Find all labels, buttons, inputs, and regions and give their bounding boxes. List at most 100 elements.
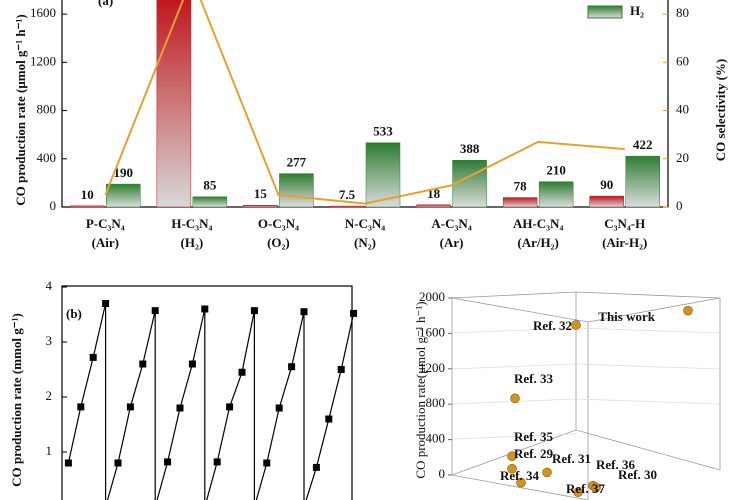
z-tick-label: 1200 (419, 360, 445, 375)
z-tick-label: 1600 (419, 324, 445, 339)
point (300, 308, 308, 316)
point (139, 360, 147, 368)
point (571, 320, 581, 330)
y-tick-label: 4 (46, 278, 53, 293)
value-label: 210 (546, 163, 566, 178)
point (683, 305, 693, 316)
x-tick-label: A-C₃N₄ (431, 216, 471, 231)
y2-tick-label: 0 (676, 198, 683, 213)
panel-label: (a) (98, 0, 113, 8)
point-label: Ref. 34 (500, 468, 539, 483)
x-tick-label: AH-C₃N₄ (513, 216, 564, 231)
point (510, 393, 520, 404)
point (573, 487, 583, 498)
z-tick-label: 400 (426, 431, 446, 446)
point-label: Ref. 35 (514, 429, 553, 444)
point-label: Ref. 29 (514, 446, 553, 461)
value-label: 10 (81, 187, 94, 202)
x-tick-label: H-C₃N₄ (171, 216, 212, 231)
bar (589, 195, 624, 208)
point (275, 404, 283, 412)
plot-frame (61, 285, 353, 500)
point (325, 415, 333, 423)
x-tick-sublabel: (H₂) (181, 235, 204, 250)
point (164, 458, 172, 466)
x-tick-sublabel: (Ar/H₂) (517, 235, 558, 250)
bar (365, 142, 401, 208)
value-label: 15 (254, 186, 268, 201)
point (126, 403, 134, 411)
x-tick-label: P-C₃N₄ (86, 216, 125, 231)
y2-axis-title: CO selectivity (%) (713, 59, 728, 162)
value-label: 190 (114, 165, 134, 180)
y-tick-label: 2 (46, 388, 53, 403)
legend-swatch (587, 5, 623, 19)
x-tick-sublabel: (Ar) (440, 235, 464, 250)
point (288, 363, 296, 371)
bar (243, 204, 278, 208)
plot-frame (61, 0, 669, 208)
y-tick-label: 1600 (30, 5, 56, 20)
point-label: Ref. 37 (566, 481, 605, 496)
point (263, 459, 271, 467)
point (64, 459, 72, 467)
point (337, 366, 345, 373)
y-tick-label: 1 (46, 443, 53, 458)
y-tick-label: 800 (37, 102, 57, 117)
value-label: 90 (600, 177, 613, 192)
point (238, 368, 246, 376)
y-tick-label: 0 (50, 198, 57, 213)
bar (70, 205, 105, 208)
panel-label: (b) (66, 306, 82, 321)
point (226, 403, 234, 411)
point-label: Ref. 30 (618, 467, 657, 482)
point (201, 305, 209, 313)
y-tick-label: 3 (46, 333, 53, 348)
bar (106, 183, 141, 208)
point (77, 403, 85, 411)
selectivity-line (104, 0, 625, 205)
point (507, 463, 517, 474)
bar (156, 0, 192, 208)
y2-tick-label: 80 (676, 5, 689, 20)
point (507, 451, 517, 462)
bar (192, 196, 228, 208)
point (250, 307, 258, 315)
x-tick-sublabel: (O₂) (267, 235, 290, 250)
y2-tick-label: 40 (676, 102, 689, 117)
point (114, 459, 122, 467)
bar (452, 159, 487, 208)
bar (502, 197, 538, 208)
point-label: Ref. 31 (552, 451, 591, 466)
y-tick-label: 0 (46, 498, 53, 500)
point (89, 353, 97, 361)
point (516, 477, 526, 488)
bar (538, 181, 574, 208)
point (350, 309, 358, 317)
y-tick-label: 400 (37, 150, 57, 165)
z-axis-title: CO production rate(μmol g⁻¹ h⁻¹) (413, 301, 428, 478)
point (151, 307, 159, 315)
bar (329, 205, 365, 208)
value-label: 85 (203, 178, 217, 193)
point (213, 458, 221, 466)
value-label: 78 (514, 179, 528, 194)
x-tick-sublabel: (N₂) (354, 235, 376, 250)
y-axis-title: CO production rate (μmol g⁻¹ h⁻¹) (13, 14, 28, 206)
value-label: 422 (633, 137, 653, 152)
x-tick-sublabel: (Air-H₂) (602, 235, 647, 250)
z-tick-label: 2000 (419, 289, 445, 304)
point (591, 482, 601, 493)
point (312, 463, 320, 471)
bar (416, 204, 451, 208)
value-label: 277 (287, 155, 307, 170)
cycle-line (67, 303, 355, 500)
z-tick-label: 0 (439, 466, 446, 481)
point-label: Ref. 36 (596, 457, 635, 472)
legend-label: H₂ (630, 3, 644, 18)
point (102, 300, 110, 307)
y2-tick-label: 20 (676, 150, 689, 165)
x-tick-sublabel: (Air) (92, 235, 119, 250)
y2-tick-label: 60 (676, 53, 689, 68)
